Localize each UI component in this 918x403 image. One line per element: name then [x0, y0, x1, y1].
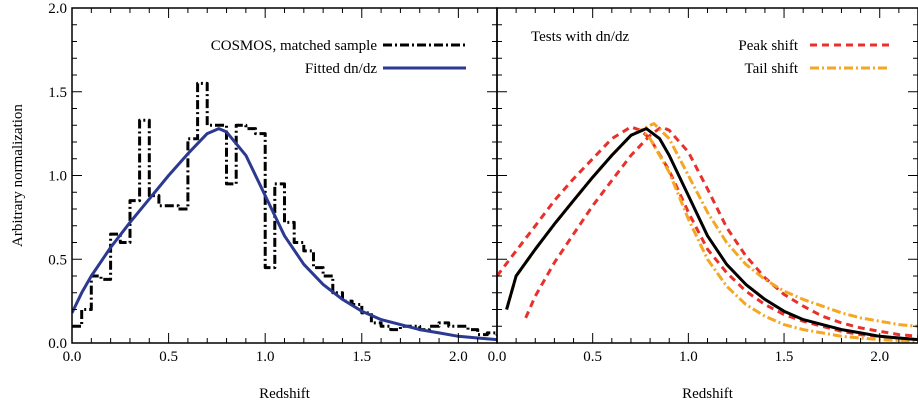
- y-axis-label: Arbitrary normalization: [10, 104, 26, 247]
- y-tick-label: 0.5: [48, 252, 67, 268]
- x-axis-label: Redshift: [259, 386, 311, 402]
- legend-label: Tail shift: [744, 61, 798, 77]
- legend-label: Fitted dn/dz: [305, 61, 377, 77]
- x-tick-label: 2.0: [870, 349, 889, 365]
- x-tick-label: 1.5: [775, 349, 794, 365]
- legend-label: COSMOS, matched sample: [211, 38, 378, 54]
- y-tick-label: 1.5: [48, 85, 67, 101]
- panel-1: 0.0 0.5 1.0 1.5 2.0 0.0 0.5 1.0 1.5 2.0 Redshift Ar…: [10, 1, 498, 402]
- panels: 0.0 0.5 1.0 1.5 2.0 0.0 0.5 1.0 1.5 2.0 Redshift Ar…: [10, 1, 918, 402]
- series-line-fitted-dn-dz: [72, 127, 497, 342]
- y-tick-label: 2.0: [48, 1, 67, 17]
- series-group: [497, 122, 918, 343]
- x-tick-label: 0.0: [488, 349, 507, 365]
- series-group: [72, 81, 497, 342]
- x-tick-label: 2.0: [449, 349, 468, 365]
- panel-title: Tests with dn/dz: [531, 29, 629, 45]
- y-tick-label: 1.0: [48, 169, 67, 185]
- y-tick-label: 0.0: [48, 336, 67, 352]
- series-line-peak-shift: [497, 125, 918, 342]
- legend-label: Peak shift: [738, 38, 798, 54]
- x-tick-label: 0.5: [583, 349, 602, 365]
- series-line-tail-shift: [505, 122, 918, 328]
- x-tick-label: 1.0: [679, 349, 698, 365]
- series-line-variant-4: [505, 127, 918, 342]
- x-tick-label: 1.0: [256, 349, 275, 365]
- series-line-cosmos-matched-sample: [72, 81, 497, 337]
- x-axis-label: Redshift: [682, 386, 734, 402]
- plot-frame: [71, 7, 498, 344]
- plot-frame: [496, 7, 918, 344]
- x-tick-label: 0.0: [63, 349, 82, 365]
- series-line-variant-1: [524, 125, 918, 338]
- series-line-variant-3: [505, 128, 918, 343]
- x-tick-label: 1.5: [352, 349, 371, 365]
- panel-2: 0.0 0.5 1.0 1.5 2.0 Redshift Tests with dn/dz P…: [488, 7, 918, 402]
- x-tick-label: 0.5: [159, 349, 178, 365]
